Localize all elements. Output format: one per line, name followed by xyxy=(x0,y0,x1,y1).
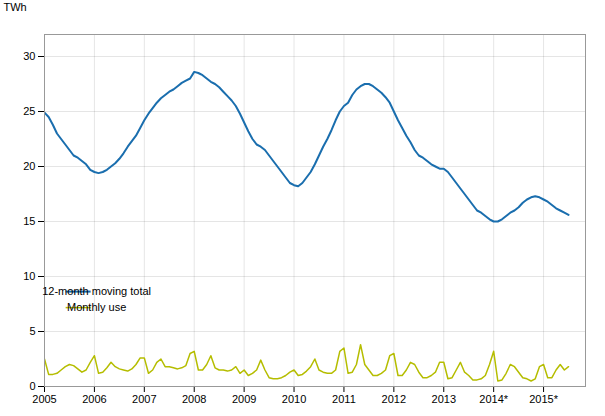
svg-text:30: 30 xyxy=(23,50,35,62)
svg-text:Monthly use: Monthly use xyxy=(67,301,126,313)
svg-text:2012: 2012 xyxy=(382,393,406,405)
svg-text:TWh: TWh xyxy=(4,1,27,13)
svg-text:10: 10 xyxy=(23,270,35,282)
svg-text:15: 15 xyxy=(23,215,35,227)
svg-text:25: 25 xyxy=(23,105,35,117)
svg-text:2005: 2005 xyxy=(32,393,56,405)
svg-text:2011: 2011 xyxy=(332,393,356,405)
svg-text:2014*: 2014* xyxy=(479,393,508,405)
svg-text:0: 0 xyxy=(29,380,35,392)
svg-text:20: 20 xyxy=(23,160,35,172)
svg-text:12-month moving total: 12-month moving total xyxy=(42,285,151,297)
svg-text:2013: 2013 xyxy=(432,393,456,405)
svg-text:2008: 2008 xyxy=(182,393,206,405)
svg-text:2009: 2009 xyxy=(232,393,256,405)
svg-text:2010: 2010 xyxy=(282,393,306,405)
svg-text:5: 5 xyxy=(29,325,35,337)
svg-text:2015*: 2015* xyxy=(529,393,558,405)
svg-text:2007: 2007 xyxy=(132,393,156,405)
svg-text:2006: 2006 xyxy=(82,393,106,405)
